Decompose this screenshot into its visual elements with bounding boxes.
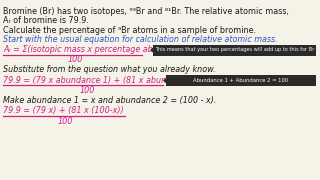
Text: 100: 100 [80, 86, 95, 95]
Text: Aᵣ of bromine is 79.9.: Aᵣ of bromine is 79.9. [3, 16, 89, 25]
Text: Start with the usual equation for calculation of relative atomic mass.: Start with the usual equation for calcul… [3, 35, 278, 44]
Text: Substitute from the question what you already know.: Substitute from the question what you al… [3, 66, 216, 75]
Text: 100: 100 [58, 116, 73, 125]
Text: Calculate the percentage of ⁹Br atoms in a sample of bromine.: Calculate the percentage of ⁹Br atoms in… [3, 26, 256, 35]
Text: 79.9 = (79 x) + (81 x (100-x)): 79.9 = (79 x) + (81 x (100-x)) [3, 106, 124, 115]
Text: Abundance 1 + Abundance 2 = 100: Abundance 1 + Abundance 2 = 100 [193, 78, 289, 83]
Text: 100: 100 [68, 55, 84, 64]
Polygon shape [150, 48, 153, 53]
Text: Make abundance 1 = x and abundance 2 = (100 - x).: Make abundance 1 = x and abundance 2 = (… [3, 96, 216, 105]
Bar [153, 44, 316, 55]
Bar [166, 75, 316, 86]
Text: This means that your two percentages will add up to this for Br: This means that your two percentages wil… [155, 48, 314, 53]
Text: 79.9 = (79 x abundance 1) + (81 x abundance 2): 79.9 = (79 x abundance 1) + (81 x abunda… [3, 75, 201, 84]
Text: Bromine (Br) has two isotopes, ⁹⁹Br and ⁸¹Br. The relative atomic mass,: Bromine (Br) has two isotopes, ⁹⁹Br and … [3, 7, 289, 16]
Text: Aᵣ = Σ(isotopic mass x percentage abundance): Aᵣ = Σ(isotopic mass x percentage abunda… [3, 45, 190, 54]
Polygon shape [163, 78, 166, 83]
